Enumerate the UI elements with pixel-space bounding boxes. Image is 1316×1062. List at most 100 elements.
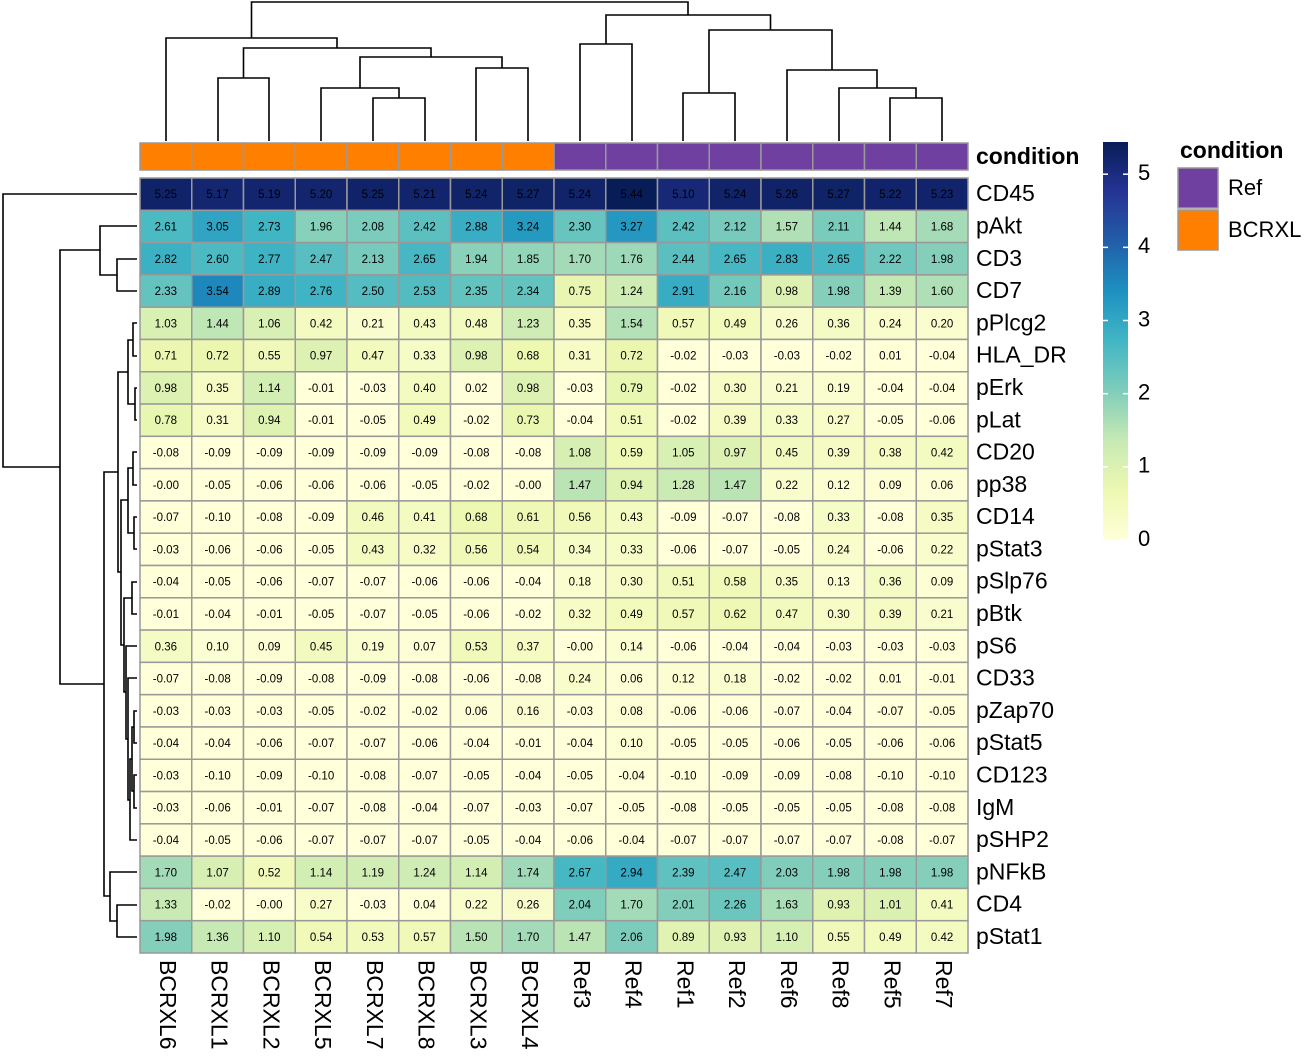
row-label: pSlp76 <box>976 568 1048 594</box>
heatmap-cell <box>449 274 503 308</box>
annotation-label: condition <box>976 143 1079 169</box>
cell-label: 0.52 <box>258 867 280 879</box>
cell-label: -0.08 <box>774 512 800 524</box>
cell-label: -0.07 <box>153 674 179 686</box>
cell-label: -0.08 <box>826 770 852 782</box>
cell-label: 1.50 <box>465 932 487 944</box>
heatmap-cell <box>863 338 917 373</box>
heatmap-cell <box>915 467 969 502</box>
heatmap-cell <box>346 274 400 308</box>
cell-label: 0.54 <box>310 932 333 944</box>
cell-label: 0.48 <box>465 318 487 330</box>
cell-label: 1.03 <box>155 318 177 330</box>
heatmap-cell <box>398 919 452 954</box>
dendrogram-branches <box>165 1 943 141</box>
heatmap-cell <box>708 629 762 664</box>
heatmap-cell <box>863 629 917 664</box>
cell-label: -0.06 <box>256 835 282 847</box>
cell-label: 5.20 <box>310 189 332 201</box>
row-label: pAkt <box>976 213 1023 239</box>
colorbar-tick-label: 5 <box>1138 160 1150 185</box>
cell-label: 0.42 <box>310 318 332 330</box>
cell-label: 1.98 <box>931 254 953 266</box>
legend-swatch <box>1177 209 1219 251</box>
cell-label: 2.53 <box>413 286 435 298</box>
annotation-cell <box>812 142 866 171</box>
cell-label: 1.76 <box>620 254 642 266</box>
heatmap-cell <box>656 597 710 631</box>
annotation-cell <box>294 142 348 171</box>
heatmap-cell <box>760 629 814 664</box>
heatmap-cell <box>191 919 245 954</box>
cell-label: 1.23 <box>517 318 539 330</box>
annotation-cell <box>656 142 710 171</box>
cell-label: -0.05 <box>205 480 231 492</box>
heatmap-cell <box>605 693 659 728</box>
annotation-cell <box>191 142 245 171</box>
cell-label: -0.08 <box>412 674 438 686</box>
heatmap-cell <box>501 855 555 890</box>
cell-label: 2.88 <box>465 221 487 233</box>
heatmap-cell <box>708 790 762 825</box>
heatmap-cell <box>915 661 969 696</box>
heatmap-cell <box>398 661 452 696</box>
legend-title: condition <box>1180 137 1283 163</box>
cell-label: -0.08 <box>360 770 386 782</box>
cell-label: 0.94 <box>258 415 281 427</box>
cell-label: -0.01 <box>256 609 282 621</box>
heatmap-cell <box>553 887 607 922</box>
heatmap-cell <box>605 306 659 341</box>
cell-label: -0.02 <box>412 706 438 718</box>
cell-label: -0.08 <box>515 674 541 686</box>
cell-label: -0.04 <box>722 641 749 653</box>
cell-label: -0.03 <box>153 706 179 718</box>
cell-label: 0.57 <box>413 932 435 944</box>
cell-label: 5.17 <box>206 189 228 201</box>
cell-label: 1.14 <box>258 383 281 395</box>
heatmap-cell <box>553 855 607 890</box>
cell-label: 0.47 <box>362 351 384 363</box>
heatmap-cell <box>915 855 969 890</box>
cell-label: 1.98 <box>879 867 901 879</box>
cell-label: 5.24 <box>569 189 592 201</box>
cell-label: 0.42 <box>931 932 953 944</box>
heatmap-cell <box>242 629 296 664</box>
cell-label: 2.89 <box>258 286 280 298</box>
heatmap-cell <box>812 435 866 470</box>
heatmap-cell <box>501 790 555 825</box>
cell-label: 0.21 <box>776 383 798 395</box>
cell-label: 2.16 <box>724 286 746 298</box>
cell-label: 0.24 <box>827 544 850 556</box>
heatmap-cell <box>139 177 193 212</box>
cell-label: -0.07 <box>360 738 386 750</box>
cell-label: -0.06 <box>256 577 282 589</box>
colorbar-tick-label: 3 <box>1138 306 1150 331</box>
cell-label: -0.04 <box>153 738 180 750</box>
cell-label: 2.03 <box>776 867 798 879</box>
annotation-cell <box>139 142 193 171</box>
cell-label: 0.33 <box>620 544 642 556</box>
cell-label: 2.33 <box>155 286 177 298</box>
cell-label: 0.24 <box>569 674 592 686</box>
cell-label: 2.50 <box>362 286 384 298</box>
heatmap-cell <box>915 338 969 373</box>
cell-label: -0.04 <box>877 383 904 395</box>
heatmap-cell <box>915 726 969 760</box>
cell-label: 0.35 <box>569 318 591 330</box>
heatmap-cell <box>346 306 400 341</box>
heatmap-cell <box>760 532 814 567</box>
cell-label: -0.05 <box>463 835 489 847</box>
cell-label: -0.04 <box>515 577 542 589</box>
heatmap-cell <box>812 403 866 438</box>
cell-label: -0.08 <box>205 674 231 686</box>
heatmap-cell <box>812 564 866 599</box>
cell-label: 0.01 <box>879 674 901 686</box>
heatmap-cell <box>915 371 969 405</box>
cell-label: 2.42 <box>672 221 694 233</box>
annotation-cell <box>863 142 917 171</box>
cell-label: -0.07 <box>308 577 334 589</box>
cell-label: 0.14 <box>620 641 643 653</box>
cell-label: 1.39 <box>879 286 901 298</box>
cell-label: 0.36 <box>155 641 177 653</box>
cell-label: -0.05 <box>360 415 386 427</box>
